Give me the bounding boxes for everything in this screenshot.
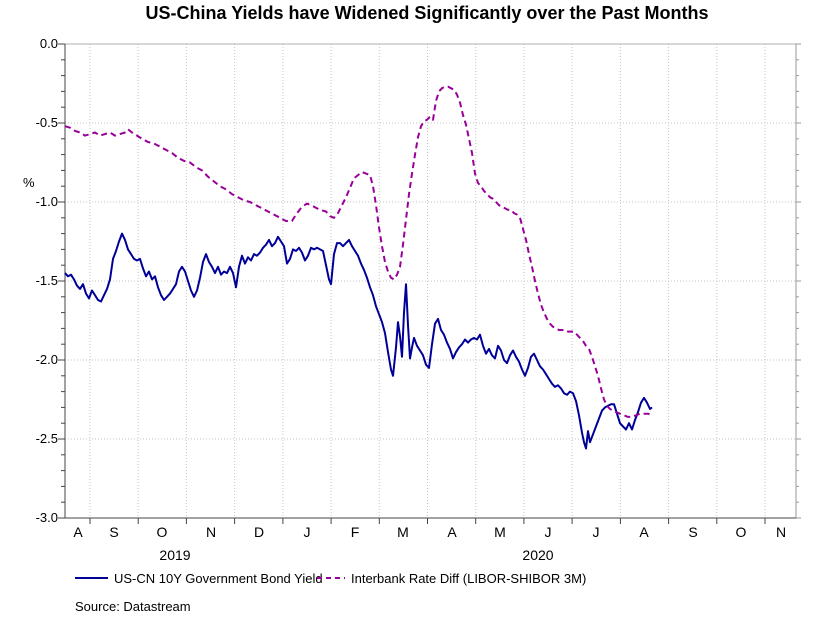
- x-tick-label: F: [350, 524, 360, 540]
- x-tick-label: J: [544, 524, 552, 540]
- x-tick-label: N: [205, 524, 217, 540]
- y-tick-label: -1.0: [35, 194, 58, 209]
- y-axis-unit-label: %: [23, 175, 35, 190]
- series-line-1: [64, 85, 653, 418]
- y-tick-label: -2.5: [35, 431, 58, 446]
- x-tick-label: D: [253, 524, 265, 540]
- legend-item-bond-yield: US-CN 10Y Government Bond Yield: [75, 569, 323, 587]
- legend-item-interbank-diff: Interbank Rate Diff (LIBOR-SHIBOR 3M): [317, 569, 586, 587]
- x-tick-label: J: [592, 524, 600, 540]
- x-tick-label: S: [688, 524, 698, 540]
- y-tick-label: -0.5: [35, 115, 58, 130]
- x-tick-label: O: [735, 524, 747, 540]
- x-tick-label: O: [156, 524, 168, 540]
- x-tick-label: J: [303, 524, 311, 540]
- legend-label-bond-yield: US-CN 10Y Government Bond Yield: [114, 570, 323, 586]
- x-tick-label: A: [639, 524, 649, 540]
- legend-label-interbank-diff: Interbank Rate Diff (LIBOR-SHIBOR 3M): [351, 570, 587, 586]
- solid-line-swatch-icon: [75, 577, 108, 579]
- y-tick-label: -2.0: [35, 352, 58, 367]
- x-tick-label: N: [775, 524, 787, 540]
- x-tick-label: M: [397, 524, 409, 540]
- x-tick-label: M: [494, 524, 506, 540]
- chart-title: US-China Yields have Widened Significant…: [145, 3, 709, 23]
- source-note: Source: Datastream: [75, 599, 191, 614]
- x-tick-label: A: [447, 524, 457, 540]
- x-year-label: 2020: [522, 547, 554, 563]
- y-tick-label: -1.5: [35, 273, 58, 288]
- series-line-0: [64, 232, 653, 450]
- x-tick-label: A: [73, 524, 83, 540]
- y-tick-label: -3.0: [35, 510, 58, 525]
- x-tick-label: S: [109, 524, 119, 540]
- dashed-line-swatch-icon: [317, 577, 345, 579]
- x-year-label: 2019: [159, 547, 191, 563]
- y-tick-label: 0.0: [39, 36, 58, 51]
